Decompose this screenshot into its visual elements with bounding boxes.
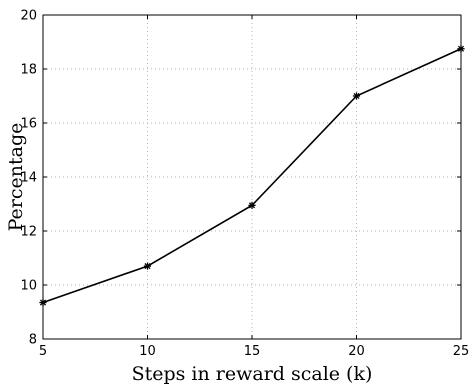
x-axis-title: Steps in reward scale (k) [132,363,373,385]
marker-stroke [353,92,360,100]
marker-stroke [457,45,465,52]
series-group [39,45,465,307]
y-tick-label: 10 [20,279,37,294]
marker-stroke [39,299,47,306]
tick-labels: 5 10 15 20 25 8 10 12 14 16 18 20 [20,9,469,360]
y-axis-title: Percentage [5,123,27,232]
marker-stroke [248,202,256,209]
x-tick-label: 25 [453,344,470,359]
data-point-marker [39,298,47,307]
data-point-marker [143,262,152,270]
y-tick-label: 8 [29,333,37,348]
x-tick-label: 10 [139,344,156,359]
y-tick-label: 18 [20,63,37,78]
plot-frame [42,14,462,340]
y-tick-label: 12 [20,225,37,240]
data-point-marker [457,45,465,53]
x-tick-label: 5 [39,344,47,359]
y-tick-label: 20 [20,9,37,24]
data-point-marker [352,92,361,100]
grid [43,15,461,339]
data-point-marker [248,201,256,209]
y-tick-label: 14 [20,171,37,186]
y-tick-label: 16 [20,117,37,132]
x-tick-label: 20 [348,344,365,359]
marker-stroke [144,263,151,270]
x-tick-label: 15 [244,344,261,359]
